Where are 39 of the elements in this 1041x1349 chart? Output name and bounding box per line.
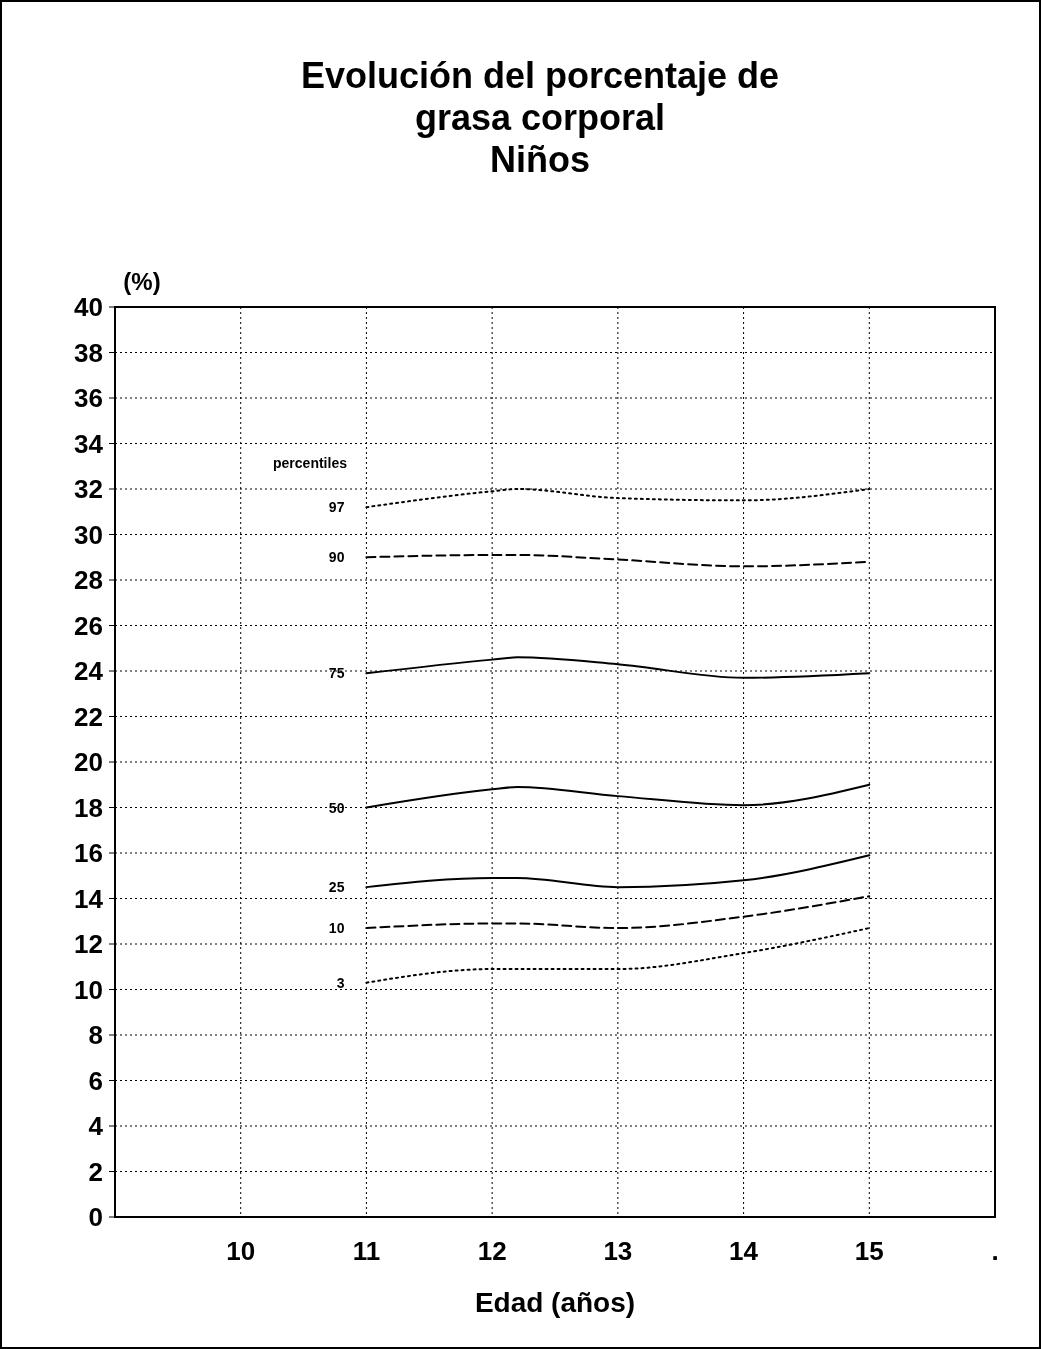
- series-label: 25: [328, 879, 345, 896]
- y-tick-label: 38: [74, 337, 103, 368]
- y-tick-label: 6: [88, 1065, 103, 1096]
- y-tick-label: 10: [74, 974, 103, 1005]
- y-tick-label: 34: [74, 428, 104, 459]
- y-tick-label: 18: [74, 792, 103, 823]
- annotation: percentiles: [273, 455, 348, 471]
- y-tick-label: 36: [74, 383, 103, 413]
- y-tick-label: 0: [88, 1202, 103, 1232]
- series-label: 90: [328, 549, 345, 566]
- y-tick-label: 8: [88, 1020, 103, 1050]
- y-tick-label: 20: [74, 747, 103, 777]
- x-tick-label: .: [991, 1236, 999, 1266]
- y-axis-title: (%): [123, 268, 161, 295]
- series-label: 75: [328, 665, 345, 682]
- y-tick-label: 4: [88, 1111, 104, 1141]
- y-tick-label: 24: [74, 656, 104, 686]
- x-tick-label: 10: [226, 1236, 256, 1266]
- x-axis-title: Edad (años): [474, 1287, 636, 1318]
- series-label: 10: [328, 920, 345, 937]
- y-tick-label: 28: [74, 565, 103, 595]
- x-tick-label: 15: [854, 1236, 884, 1266]
- y-tick-label: 40: [74, 292, 103, 322]
- y-tick-label: 14: [74, 883, 104, 914]
- chart-title: Evolución del porcentaje de grasa corporal Niños: [300, 55, 780, 180]
- series-label: 50: [328, 799, 345, 816]
- x-tick-label: 11: [352, 1236, 381, 1266]
- y-tick-label: 22: [74, 701, 103, 732]
- x-tick-label: 13: [603, 1236, 633, 1266]
- y-tick-label: 2: [88, 1156, 103, 1187]
- x-tick-label: 12: [477, 1236, 507, 1266]
- y-tick-label: 26: [74, 610, 103, 641]
- y-tick-label: 12: [74, 929, 103, 959]
- x-tick-label: 14: [729, 1236, 759, 1266]
- series-label: 3: [336, 974, 345, 991]
- y-tick-label: 32: [74, 474, 103, 504]
- series-label: 97: [328, 499, 345, 516]
- y-tick-label: 30: [74, 519, 103, 550]
- y-tick-label: 16: [74, 838, 103, 868]
